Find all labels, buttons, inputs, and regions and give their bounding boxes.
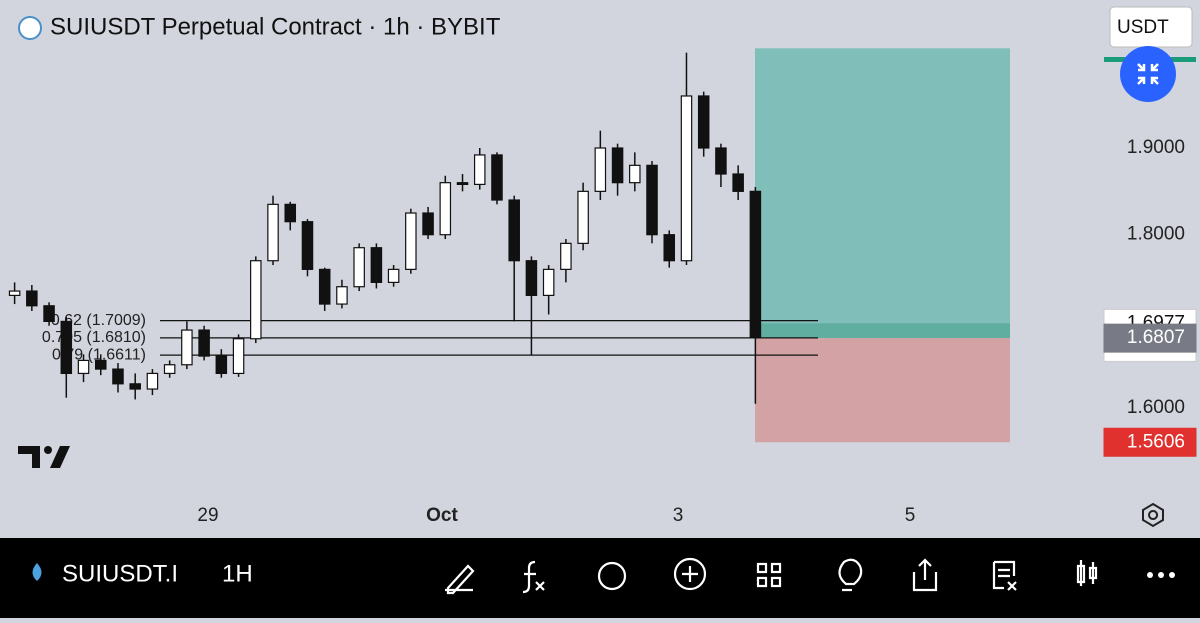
settings-icon[interactable] bbox=[1142, 502, 1164, 528]
toolbar-interval[interactable]: 1H bbox=[222, 560, 253, 587]
candle-body bbox=[60, 320, 73, 375]
time-label: 5 bbox=[905, 505, 916, 526]
plot: 1.9000 1.8000 1.6000 0.62 (1.7009)0.705 (1.… bbox=[8, 48, 1185, 443]
candle-body bbox=[456, 182, 469, 186]
candle-body bbox=[94, 359, 107, 370]
layout-icon[interactable] bbox=[756, 562, 782, 588]
candle-body bbox=[611, 147, 624, 184]
chart-title: SUIUSDT Perpetual Contract · 1h · BYBIT bbox=[50, 13, 501, 40]
ideas-icon[interactable] bbox=[838, 558, 863, 592]
tv-logo bbox=[18, 446, 70, 468]
price-tick-label: 1.9000 bbox=[1127, 137, 1185, 158]
candle-body bbox=[163, 364, 176, 375]
candle-body bbox=[8, 290, 21, 296]
entry-price: 1.6807 bbox=[1127, 327, 1185, 348]
fib-label: 0.705 (1.6810) bbox=[42, 329, 146, 346]
candle-body bbox=[405, 212, 417, 270]
candle-body bbox=[577, 190, 589, 244]
candle-body bbox=[112, 368, 124, 385]
candle-body bbox=[508, 199, 520, 262]
candle-body bbox=[560, 242, 572, 270]
candle-body bbox=[749, 190, 762, 339]
candle-body bbox=[353, 247, 365, 288]
toolbar-symbol[interactable]: SUIUSDT.I bbox=[62, 560, 178, 587]
candle-body bbox=[318, 268, 331, 305]
collapse-icon bbox=[1137, 63, 1159, 85]
candle-body bbox=[629, 164, 641, 184]
entry-price-bg bbox=[1103, 323, 1197, 353]
add-icon[interactable] bbox=[673, 557, 707, 591]
toolbar-icons bbox=[445, 557, 1098, 595]
draw-icon[interactable] bbox=[445, 564, 475, 595]
candle-body bbox=[473, 154, 486, 186]
fib-label: 0.79 (1.6611) bbox=[52, 346, 146, 363]
candle-body bbox=[336, 286, 348, 305]
target-zone bbox=[755, 48, 1010, 339]
more-icon[interactable] bbox=[1147, 572, 1175, 578]
candle-body bbox=[129, 383, 141, 390]
alert-icon[interactable] bbox=[597, 561, 627, 591]
candle-body bbox=[267, 203, 279, 262]
currency-label: USDT bbox=[1117, 17, 1169, 38]
chart-background bbox=[0, 0, 1200, 538]
candle-body bbox=[387, 268, 400, 283]
candle-body bbox=[732, 173, 744, 192]
candle-body bbox=[370, 247, 383, 283]
candle-body bbox=[646, 164, 658, 236]
symbol-icon bbox=[18, 16, 42, 40]
price-tick-label: 1.8000 bbox=[1127, 224, 1185, 245]
candle-body bbox=[26, 290, 38, 307]
candle-body bbox=[525, 260, 538, 296]
candle-body bbox=[77, 359, 90, 375]
stop-zone bbox=[755, 338, 1010, 443]
candle-body bbox=[697, 95, 710, 149]
candle-body bbox=[594, 147, 607, 192]
toolbar-symbol-icon bbox=[32, 563, 42, 581]
candle-body bbox=[680, 95, 693, 262]
candle-body bbox=[663, 234, 676, 262]
candle-body bbox=[232, 338, 245, 375]
candle-body bbox=[422, 212, 434, 236]
time-label: 3 bbox=[673, 505, 684, 526]
stop-price-bg bbox=[1103, 427, 1197, 457]
chart-type-icon[interactable] bbox=[1076, 560, 1098, 586]
price-tick-label: 1.6000 bbox=[1127, 397, 1185, 418]
watchlist-icon[interactable] bbox=[992, 560, 1017, 591]
indicator-icon[interactable] bbox=[522, 560, 545, 594]
stop-price: 1.5606 bbox=[1127, 431, 1185, 452]
candle-body bbox=[284, 203, 297, 223]
candle-body bbox=[491, 154, 503, 201]
candle-body bbox=[439, 182, 452, 236]
candle-body bbox=[250, 260, 262, 340]
open-profit-band bbox=[755, 323, 1010, 339]
candle-body bbox=[301, 221, 314, 270]
time-label: 29 bbox=[197, 505, 218, 526]
candle-body bbox=[146, 372, 159, 390]
candle-body bbox=[43, 305, 55, 323]
share-icon[interactable] bbox=[912, 558, 938, 592]
candle-body bbox=[181, 329, 193, 366]
candle-body bbox=[215, 355, 228, 375]
time-label: Oct bbox=[426, 505, 458, 526]
candle-body bbox=[198, 329, 210, 357]
candle-body bbox=[542, 268, 555, 296]
collapse-button[interactable] bbox=[1120, 46, 1176, 102]
fib-label: 0.62 (1.7009) bbox=[51, 312, 146, 329]
candle-body bbox=[715, 147, 727, 175]
